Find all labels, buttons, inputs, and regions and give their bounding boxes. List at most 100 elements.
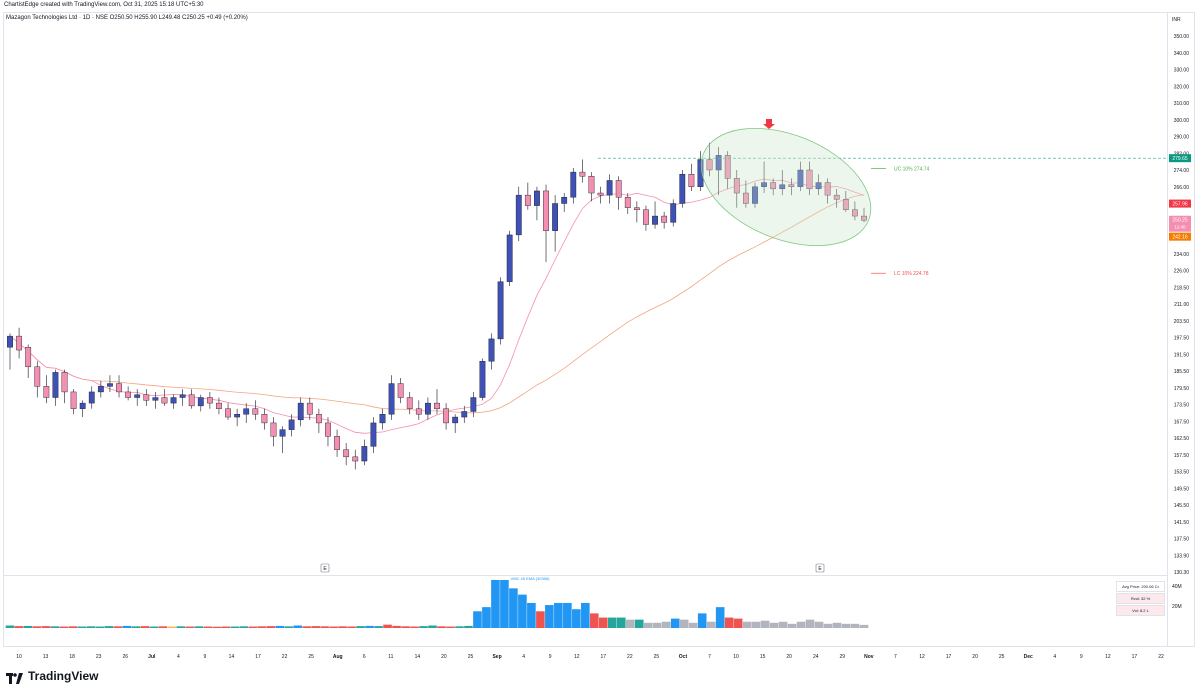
price-axis-label: 149.50: [1174, 486, 1190, 492]
volume-bar: [814, 621, 824, 628]
volume-bar: [670, 618, 680, 628]
volume-bar: [428, 625, 437, 628]
circuit-level-label: UC 10% 274.74: [894, 166, 930, 172]
volume-axis-label: 20M: [1172, 604, 1182, 610]
volume-bar: [437, 626, 446, 628]
candle-body: [216, 402, 222, 409]
time-axis-label: Nov: [864, 654, 874, 660]
symbol-info-line: Mazagon Technologies Ltd · 1D · NSE O250…: [6, 15, 248, 21]
price-axis-label: 130.30: [1174, 570, 1190, 576]
candle-body: [815, 182, 822, 190]
volume-bar: [401, 626, 410, 628]
candle-body: [806, 169, 813, 190]
volume-bar: [230, 626, 240, 628]
volume-bar: [652, 622, 662, 628]
candle-body: [633, 207, 640, 210]
volume-bar: [563, 602, 572, 628]
tradingview-footer[interactable]: TradingView: [6, 669, 99, 684]
candle-body: [561, 197, 568, 204]
tradingview-wordmark: TradingView: [28, 669, 99, 683]
volume-bar: [742, 621, 752, 628]
candle-body: [852, 209, 858, 217]
time-axis-label: 20: [441, 654, 447, 660]
price-axis-label: 141.50: [1174, 520, 1190, 526]
time-axis-label: 17: [1132, 654, 1138, 660]
circuit-level-label: LC 10% 224.78: [894, 271, 929, 277]
volume-bar: [643, 622, 653, 628]
price-axis-label: 162.50: [1174, 436, 1190, 442]
volume-bar: [32, 626, 42, 628]
volume-bar: [59, 626, 69, 628]
price-axis-label: 167.50: [1174, 419, 1190, 425]
candle-body: [742, 192, 749, 204]
volume-bar: [491, 580, 500, 628]
price-axis-label: 185.50: [1174, 369, 1190, 375]
volume-bar: [769, 622, 779, 628]
time-axis-label: 25: [308, 654, 314, 660]
time-axis-label: 10: [733, 654, 739, 660]
time-axis-label: 26: [122, 654, 128, 660]
price-axis-label: 145.50: [1174, 503, 1190, 509]
volume-bar: [841, 623, 851, 628]
volume-bar: [248, 626, 258, 628]
candle-body: [252, 408, 259, 415]
time-axis-label: 14: [229, 654, 235, 660]
price-axis-label: 203.50: [1174, 319, 1190, 325]
volume-bar: [284, 626, 293, 628]
volume-bar: [383, 624, 392, 628]
candle-body: [833, 194, 840, 200]
candle-body: [497, 281, 504, 340]
volume-bar: [329, 626, 338, 628]
time-axis-label: Dec: [1024, 654, 1033, 660]
volume-bar: [347, 626, 356, 628]
time-axis-label: Jul: [148, 654, 156, 660]
pane-separator[interactable]: [3, 575, 1167, 576]
candle-body: [661, 215, 668, 223]
time-axis-label: 25: [999, 654, 1005, 660]
earnings-marker-label: E: [323, 566, 327, 572]
volume-bar: [239, 626, 249, 628]
candle-body: [297, 402, 304, 421]
candle-body: [52, 372, 59, 398]
candle-body: [425, 402, 431, 415]
volume-bar: [140, 626, 150, 628]
time-axis-label: 12: [574, 654, 580, 660]
price-tag: [1169, 215, 1191, 232]
volume-bar: [733, 618, 743, 628]
time-axis-label: 17: [946, 654, 952, 660]
down-arrow-icon: [763, 119, 775, 129]
candle-body: [506, 234, 513, 282]
price-axis-label: 300.00: [1174, 118, 1190, 124]
candle-body: [524, 194, 531, 206]
candle-body: [652, 215, 658, 225]
candle-body: [197, 397, 204, 407]
time-axis-label: 14: [415, 654, 421, 660]
price-axis-label: 290.00: [1174, 135, 1190, 141]
candle-body: [315, 414, 322, 424]
candle-body: [415, 408, 422, 415]
volume-bar: [688, 622, 698, 628]
fast-moving-average-line: [9, 178, 865, 434]
candle-body: [261, 414, 268, 424]
candle-body: [842, 199, 849, 210]
time-axis-label: 22: [627, 654, 633, 660]
candle-body: [288, 419, 295, 430]
price-axis-label: 226.00: [1174, 269, 1190, 275]
candle-body: [143, 394, 150, 401]
candle-body: [361, 446, 368, 462]
volume-bar: [572, 609, 581, 628]
candle-body: [679, 173, 686, 204]
candle-body: [543, 190, 549, 231]
candle-body: [107, 383, 113, 387]
candle-body: [306, 402, 313, 415]
price-tag-value: 279.65: [1172, 156, 1188, 162]
candle-body: [97, 386, 104, 393]
volume-bar: [590, 613, 599, 628]
price-axis-label: 234.00: [1174, 252, 1190, 258]
volume-bar: [95, 626, 105, 628]
candle-body: [406, 397, 413, 409]
price-tag: [1169, 232, 1191, 241]
price-axis-label: 266.00: [1174, 185, 1190, 191]
volume-bar: [509, 588, 518, 628]
